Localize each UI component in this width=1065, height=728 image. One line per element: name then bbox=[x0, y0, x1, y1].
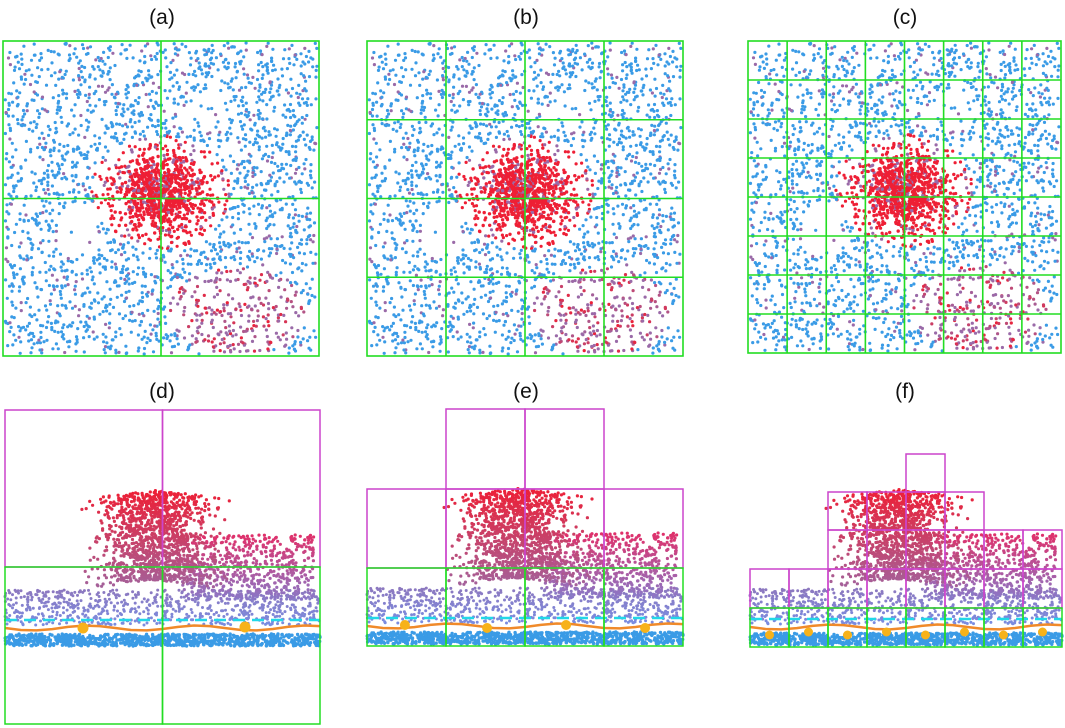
panel-e-point-cloud-side-view bbox=[365, 408, 685, 647]
panel-label-a: (a) bbox=[149, 6, 175, 29]
ground-grid bbox=[2, 40, 320, 357]
vegetation-grid-cell bbox=[445, 408, 526, 490]
seed-point bbox=[843, 630, 852, 640]
vegetation-grid-cell bbox=[905, 453, 946, 493]
seed-point bbox=[561, 620, 572, 630]
panel-a-point-cloud-top-view bbox=[2, 40, 320, 357]
panel-f-point-cloud-side-view bbox=[748, 453, 1064, 648]
ground-grid bbox=[366, 40, 684, 357]
panel-b-point-cloud-top-view bbox=[366, 40, 684, 357]
panel-label-f: (f) bbox=[895, 380, 915, 403]
seed-point bbox=[399, 620, 410, 630]
seed-point bbox=[921, 630, 930, 640]
ground-grid-cell bbox=[603, 567, 684, 647]
seed-point bbox=[999, 630, 1008, 640]
panel-label-d: (d) bbox=[149, 380, 175, 403]
panel-label-b: (b) bbox=[513, 6, 539, 29]
panel-label-e: (e) bbox=[513, 380, 539, 403]
ground-grid-cell bbox=[161, 566, 321, 725]
point-cloud bbox=[365, 487, 685, 646]
seed-point bbox=[77, 622, 89, 634]
ground-grid-cell bbox=[1022, 607, 1063, 648]
seed-point bbox=[1038, 627, 1047, 637]
seed-point bbox=[239, 621, 251, 633]
seed-point bbox=[765, 630, 774, 640]
panel-label-c: (c) bbox=[893, 6, 918, 29]
vegetation-grid-cell bbox=[944, 491, 985, 531]
panel-c-point-cloud-top-view bbox=[747, 40, 1062, 354]
seed-point bbox=[882, 627, 891, 637]
ground-grid bbox=[747, 40, 1062, 354]
seed-point bbox=[640, 623, 651, 633]
vegetation-grid-cell bbox=[366, 488, 447, 569]
point-cloud bbox=[3, 489, 322, 648]
point-cloud bbox=[3, 41, 319, 356]
seed-point bbox=[804, 627, 813, 637]
seed-point bbox=[960, 627, 969, 637]
panel-d-point-cloud-side-view bbox=[3, 409, 322, 725]
vegetation-grid-cell bbox=[524, 408, 605, 490]
seed-point bbox=[482, 623, 493, 633]
